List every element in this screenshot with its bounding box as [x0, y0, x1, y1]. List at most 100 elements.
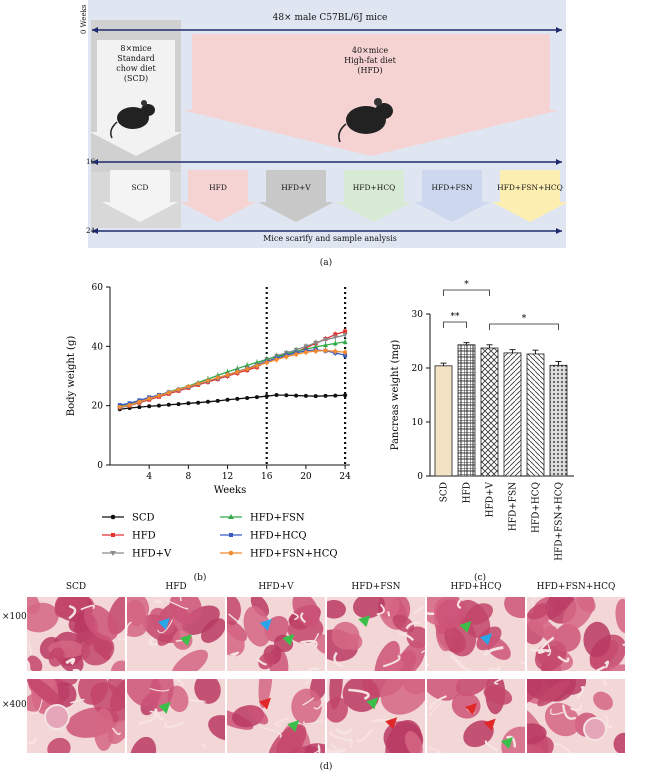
data-point	[225, 397, 230, 402]
y-tick-label: 60	[92, 283, 104, 293]
data-point	[313, 340, 319, 346]
pancreas-weight-chart: 0 10 20 30 Pancreas weight (mg) SCD HFD HFD+V HF…	[390, 280, 574, 561]
week-label-16: 16	[86, 158, 95, 166]
data-point	[323, 393, 328, 398]
data-point	[205, 399, 210, 404]
tissue-section	[427, 679, 525, 753]
histology-column-label: SCD	[65, 582, 87, 592]
histology-image	[526, 678, 626, 754]
tissue-section	[227, 597, 325, 671]
y-axis-label: Pancreas weight (mg)	[390, 340, 401, 451]
bar-scd	[434, 365, 453, 477]
data-point	[234, 366, 240, 371]
data-point	[176, 402, 181, 407]
data-point	[235, 396, 240, 401]
data-point	[323, 342, 329, 348]
data-point	[186, 384, 191, 389]
data-point	[137, 405, 142, 410]
histology-column-label: HFD+V	[258, 582, 294, 592]
data-point	[342, 339, 348, 344]
data-point	[215, 375, 220, 380]
group-hfd: HFD	[209, 183, 227, 192]
significance-bracket	[443, 321, 467, 328]
data-point	[137, 399, 142, 404]
x-tick-label: 12	[222, 472, 233, 482]
caption-b: (b)	[193, 573, 207, 583]
histology-image	[226, 596, 326, 672]
y-tick-label: 0	[97, 461, 103, 471]
category-label: HFD	[463, 482, 473, 503]
data-point	[343, 393, 348, 398]
data-point	[147, 396, 152, 401]
data-point	[343, 350, 348, 355]
histology-image	[26, 596, 126, 672]
legend-marker	[110, 514, 116, 520]
y-tick-label: 20	[412, 364, 424, 374]
group-scd: SCD	[131, 183, 149, 192]
group-hfd-hcq: HFD+HCQ	[352, 183, 396, 192]
bar-hfd-hcq	[526, 353, 545, 477]
tissue-section	[127, 679, 225, 753]
y-tick-label: 20	[92, 402, 104, 412]
data-point	[323, 348, 328, 353]
group-arrows	[102, 170, 568, 222]
caption-d: (d)	[319, 762, 333, 772]
legend-label: HFD	[132, 531, 156, 542]
data-point	[313, 349, 318, 354]
cohort-title: 48× male C57BL/6J mice	[272, 13, 388, 23]
data-point	[343, 329, 348, 334]
data-point	[264, 394, 269, 399]
bar-hfd-fsn	[503, 352, 522, 477]
bar-hfd	[457, 344, 476, 477]
tissue-section	[527, 679, 625, 753]
tissue-section	[527, 597, 625, 671]
tissue-section	[127, 597, 225, 671]
data-point	[205, 378, 210, 383]
legend-label: HFD+V	[132, 549, 172, 560]
data-point	[323, 337, 329, 343]
category-label: HFD+FSN	[509, 482, 519, 531]
significance-bracket	[443, 289, 490, 296]
legend-marker	[111, 533, 115, 537]
data-point	[342, 333, 348, 338]
histology-image	[126, 678, 226, 754]
tissue-section	[327, 597, 425, 671]
category-label: SCD	[440, 482, 450, 502]
data-point	[156, 393, 161, 398]
hfd-group-label: 40×mice High-fat diet (HFD)	[344, 46, 396, 75]
histology-column-label: HFD+FSN+HCQ	[536, 582, 616, 592]
tissue-section	[427, 597, 525, 671]
histology-image	[426, 596, 526, 672]
legend-marker	[110, 551, 116, 556]
group-hfd-v: HFD+V	[281, 183, 311, 192]
histology-image	[326, 596, 426, 672]
data-point	[332, 335, 338, 340]
row-label-x100: ×100	[2, 612, 27, 622]
legend-label: SCD	[132, 513, 155, 524]
caption-a: (a)	[319, 258, 333, 268]
data-point	[333, 349, 338, 354]
data-point	[254, 359, 260, 365]
week-label-0: 0 Weeks	[80, 4, 88, 34]
x-tick-label: 24	[339, 472, 351, 482]
category-label: HFD+FSN+HCQ	[555, 482, 565, 561]
data-point	[235, 369, 240, 374]
histology-image	[326, 678, 426, 754]
group-hfd-fsn-hcq: HFD+FSN+HCQ	[497, 183, 563, 192]
data-point	[294, 352, 299, 357]
data-point	[117, 404, 122, 409]
histology-image	[26, 678, 126, 754]
mouse-icon	[338, 98, 393, 143]
histology-grid	[26, 596, 628, 756]
x-axis-label: Weeks	[214, 485, 247, 496]
bar-hfd-fsn-hcq	[549, 364, 568, 477]
data-point	[176, 387, 181, 392]
data-point	[225, 372, 230, 377]
data-point	[244, 362, 250, 368]
experimental-design-diagram	[90, 20, 568, 234]
data-point	[186, 401, 191, 406]
data-point	[303, 350, 308, 355]
x-tick-label: 4	[146, 472, 152, 482]
mouse-icon	[110, 100, 155, 139]
data-point	[166, 390, 171, 395]
